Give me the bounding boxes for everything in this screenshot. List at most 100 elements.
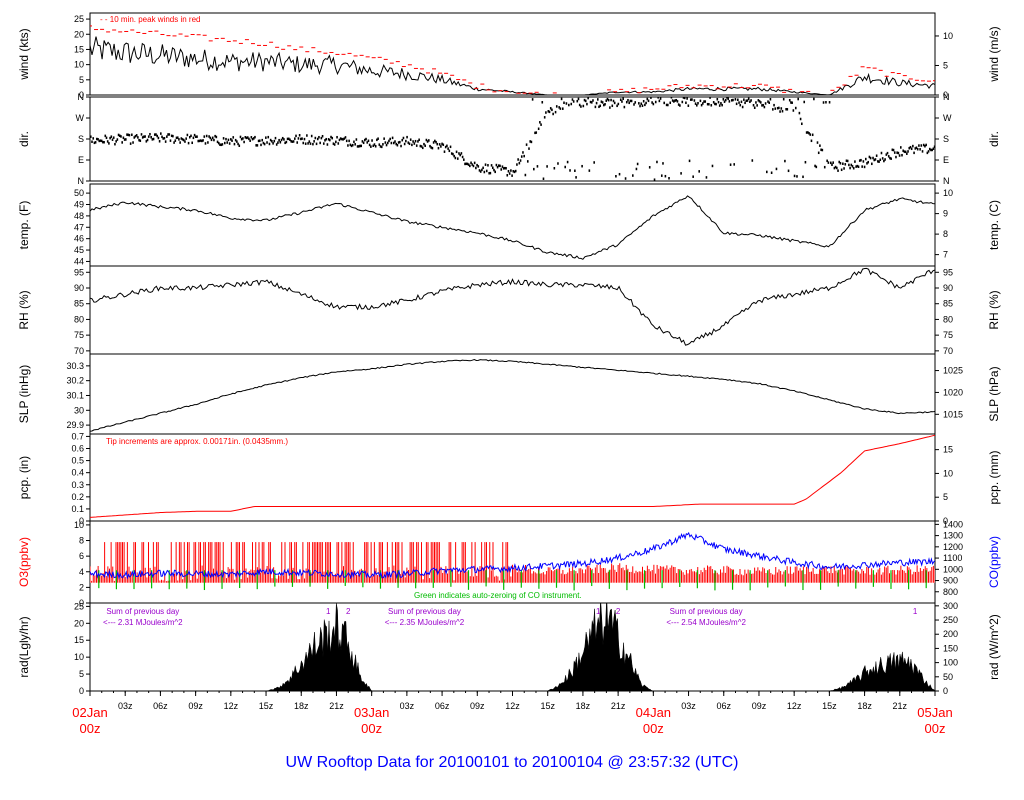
dir-point (162, 137, 165, 140)
dir-point (91, 140, 93, 143)
dir-point (565, 102, 568, 105)
dir-point (341, 137, 343, 141)
dir-point (366, 141, 369, 144)
dir-point (809, 133, 812, 136)
dir-point (887, 155, 890, 158)
dir-point (533, 167, 535, 171)
temp-ylabel: temp. (F) (17, 201, 31, 250)
x-tick-label: 06z (153, 701, 168, 711)
rad-sum-title: Sum of previous day (388, 607, 461, 616)
dir-point (872, 156, 874, 160)
x-tick-label: 18z (857, 701, 872, 711)
dir-point (680, 172, 682, 175)
dir-point (196, 135, 198, 138)
dir-point (254, 135, 256, 139)
dir-point (406, 135, 408, 139)
dir-point (722, 98, 725, 101)
rad-rtick-label: 200 (943, 629, 958, 639)
dir-point (609, 106, 611, 109)
dir-point (297, 137, 300, 140)
dir-point (683, 97, 686, 100)
dir-point (576, 99, 579, 103)
dir-point (208, 135, 210, 138)
dir-point (441, 142, 443, 146)
dir-point (913, 151, 915, 155)
dir-point (380, 145, 383, 149)
dir-point (135, 134, 138, 137)
dir-point (426, 140, 429, 143)
dir-point (776, 106, 779, 110)
dir-point (137, 136, 139, 139)
dir-point (681, 100, 684, 104)
dir-point (834, 165, 837, 169)
pcp-line (90, 434, 935, 518)
dir-point (143, 135, 145, 138)
dir-point (401, 138, 404, 142)
dir-point (734, 98, 737, 101)
dir-point (519, 159, 522, 162)
dir-point (739, 103, 742, 107)
dir-point (883, 159, 885, 163)
dir-point (434, 139, 436, 143)
dir-point (230, 138, 232, 141)
dir-point (703, 100, 705, 103)
dir-point (121, 141, 123, 144)
dir-point (304, 142, 307, 145)
dir-point (252, 137, 255, 140)
dir-point (260, 143, 262, 147)
dir-point (551, 108, 553, 112)
dir-point (907, 150, 909, 153)
dir-point (600, 100, 603, 103)
dir-point (502, 167, 505, 170)
dir-point (318, 135, 320, 139)
slp-ylabel-right: SLP (hPa) (987, 366, 1001, 421)
dir-point (546, 165, 548, 168)
dir-point (303, 137, 306, 141)
dir-point (640, 102, 643, 105)
dir-point (409, 138, 412, 141)
dir-point (383, 137, 385, 140)
dir-point (611, 104, 614, 108)
dir-point (362, 141, 365, 145)
dir-point (373, 143, 376, 146)
dir-point (96, 137, 98, 141)
dir-point (129, 142, 132, 145)
rad-marker: 2 (616, 607, 621, 616)
dir-point (895, 155, 897, 159)
dir-point (92, 137, 95, 140)
dir-point (869, 156, 872, 160)
dir-point (155, 133, 157, 136)
dir-point (459, 153, 461, 157)
dir-point (785, 107, 787, 111)
dir-point (723, 100, 726, 103)
rad-rtick-label: 50 (943, 672, 953, 682)
dir-point (781, 109, 784, 113)
dir-point (639, 104, 641, 108)
dir-point (267, 135, 270, 139)
dir-point (466, 162, 469, 166)
dir-point (238, 144, 241, 148)
dir-point (862, 160, 865, 163)
wind-ytick-label: 0 (79, 90, 84, 100)
dir-point (890, 157, 892, 160)
dir-point (250, 136, 253, 139)
dir-point (463, 158, 465, 161)
dir-point (784, 159, 786, 163)
dir-point (348, 139, 350, 143)
dir-point (256, 144, 259, 147)
dir-point (810, 139, 813, 143)
dir-point (928, 147, 931, 151)
pcp-ytick-label: 0.5 (71, 456, 84, 466)
dir-point (691, 98, 693, 101)
dir-point (575, 176, 577, 179)
dir-point (915, 146, 918, 149)
dir-point (343, 137, 346, 140)
dir-point (449, 145, 452, 149)
dir-point (93, 141, 96, 145)
dir-point (103, 140, 105, 144)
dir-point (505, 167, 507, 170)
x-tick-label: 03z (400, 701, 415, 711)
dir-point (184, 140, 186, 143)
dir-point (668, 177, 670, 180)
pcp-data (90, 434, 935, 518)
